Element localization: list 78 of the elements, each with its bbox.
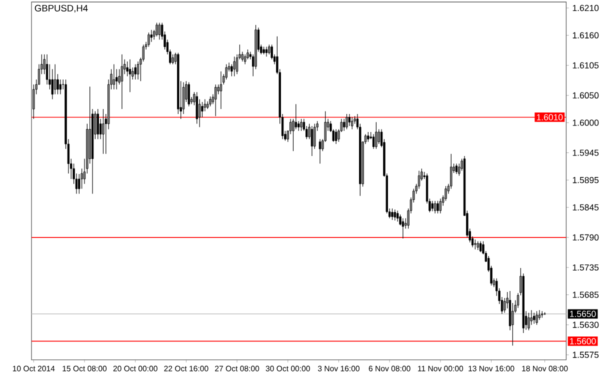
candlestick — [220, 71, 222, 110]
candlestick — [318, 138, 322, 164]
chart-title: GBPUSD,H4 — [34, 5, 88, 13]
ref-line-label: 1.5600 — [570, 338, 596, 344]
y-tick-label: 1.6105 — [572, 62, 599, 69]
candlestick — [450, 154, 452, 190]
candlestick — [530, 310, 533, 326]
y-tick-label: 1.6000 — [572, 120, 599, 126]
ref-line-label: 1.6010 — [536, 114, 563, 120]
candlestick — [436, 200, 439, 214]
candlestick — [265, 46, 268, 58]
candlestick — [391, 208, 394, 220]
candlestick — [96, 108, 99, 140]
candlestick — [54, 64, 56, 95]
candlestick — [294, 104, 298, 130]
candlestick — [209, 96, 212, 107]
candlestick — [367, 132, 370, 142]
candlestick — [134, 64, 136, 80]
candlestick — [372, 134, 375, 150]
candlestick — [172, 54, 174, 65]
candlestick — [375, 122, 378, 150]
candlestick — [394, 209, 396, 221]
candlestick — [158, 22, 161, 40]
candlestick — [346, 114, 348, 130]
candlestick — [479, 241, 482, 253]
candlestick — [378, 129, 380, 144]
candlestick — [434, 200, 436, 214]
candlestick — [150, 30, 152, 42]
candlestick — [120, 54, 124, 110]
candlestick — [233, 56, 236, 77]
candlestick — [402, 218, 404, 239]
candlestick — [334, 129, 338, 144]
candlestick — [214, 84, 217, 117]
candlestick — [198, 99, 201, 128]
candlestick — [80, 168, 83, 190]
candlestick — [431, 200, 434, 212]
y-tick-label: 1.6160 — [572, 32, 599, 39]
y-tick-label: 1.5845 — [572, 204, 599, 211]
candlestick — [136, 61, 140, 80]
candlestick — [156, 22, 158, 37]
candlestick — [310, 126, 314, 156]
candlestick — [196, 92, 198, 124]
candlestick — [536, 311, 538, 326]
candlestick — [348, 114, 351, 126]
y-tick-label: 1.5575 — [572, 352, 599, 358]
candlestick — [474, 239, 476, 250]
candlestick — [528, 312, 530, 331]
candlestick — [128, 59, 132, 93]
candlestick — [148, 32, 150, 48]
candlestick — [188, 82, 190, 107]
candlestick — [444, 186, 447, 202]
candlestick — [512, 302, 514, 346]
y-tick-label: 1.6050 — [572, 92, 599, 99]
y-tick-label: 1.6210 — [572, 5, 599, 12]
candlestick — [201, 102, 204, 118]
candlestick — [342, 118, 346, 132]
candlestick — [225, 64, 228, 80]
ref-line-label: 1.5650 — [570, 310, 596, 318]
y-tick-label: 1.5895 — [572, 177, 599, 184]
candlestick — [396, 210, 399, 222]
candlestick — [351, 117, 354, 130]
candlestick — [56, 74, 59, 95]
y-tick-label: 1.5630 — [572, 322, 599, 328]
candlestick — [439, 198, 442, 214]
candlestick — [102, 108, 104, 154]
candlestick — [300, 118, 302, 132]
candlestick — [268, 44, 270, 55]
candlestick — [59, 79, 62, 95]
candlestick — [298, 120, 300, 132]
candlestick — [538, 310, 541, 320]
candlestick — [455, 164, 458, 175]
candlestick — [112, 64, 116, 90]
y-tick-label: 1.5790 — [572, 234, 599, 241]
candlestick — [533, 312, 536, 324]
y-tick-label: 1.5945 — [572, 150, 599, 156]
candlestick — [418, 170, 420, 190]
y-tick-label: 1.5735 — [572, 264, 599, 271]
y-tick-label: 1.5685 — [572, 292, 599, 298]
